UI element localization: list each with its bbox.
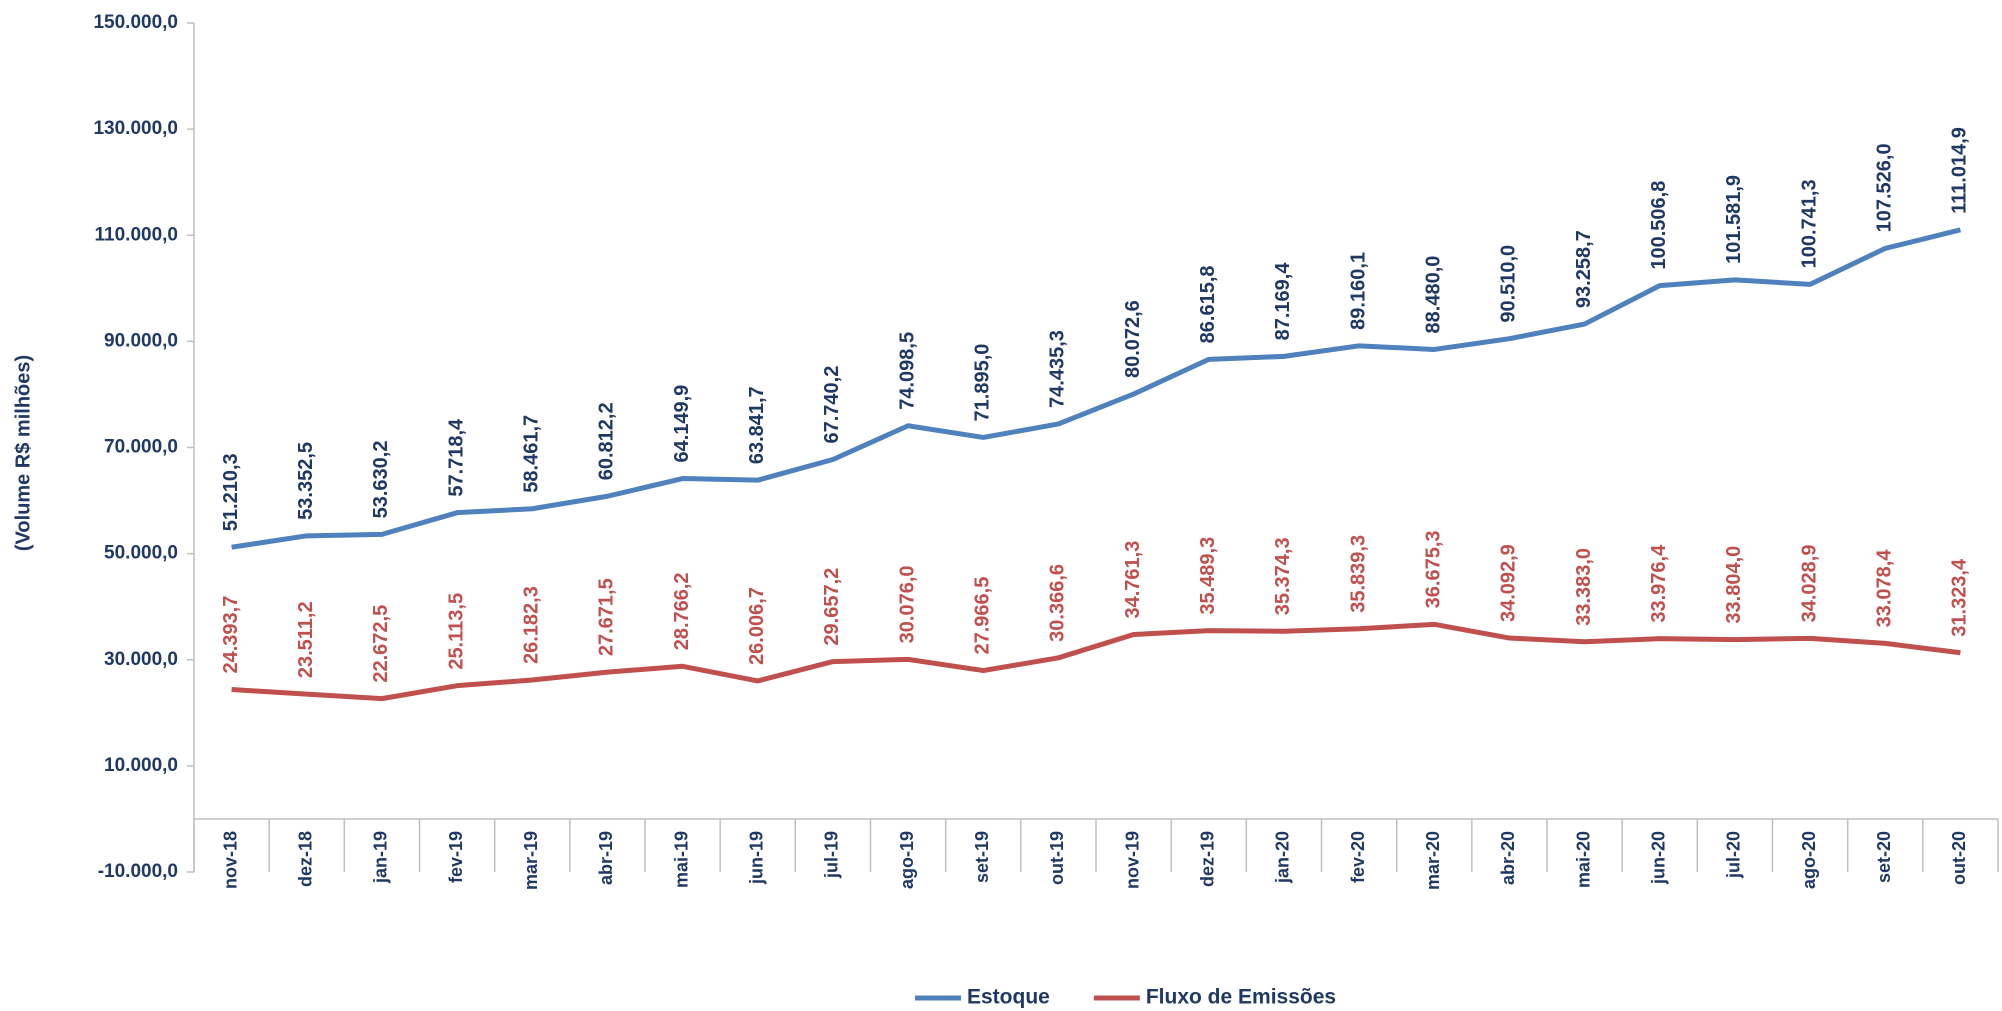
data-label: 86.615,8 [1197, 265, 1219, 343]
series-line [231, 621, 1961, 702]
data-label: 34.092,9 [1498, 544, 1520, 622]
x-tick-label: nov-18 [220, 831, 240, 889]
data-label: 67.740,2 [821, 366, 843, 444]
data-label: 29.657,2 [821, 568, 843, 646]
x-tick-label: jul-19 [822, 831, 842, 879]
y-tick-label: 110.000,0 [95, 224, 178, 245]
data-label: 25.113,5 [445, 593, 467, 670]
data-label: 26.182,3 [521, 586, 543, 664]
data-label: 90.510,0 [1498, 245, 1520, 323]
x-tick-label: out-20 [1949, 831, 1969, 885]
data-label: 26.006,7 [746, 587, 768, 665]
x-tick-label: abr-20 [1498, 831, 1518, 885]
data-label: 100.741,3 [1798, 179, 1820, 268]
x-tick-label: nov-19 [1122, 831, 1142, 889]
data-label: 28.766,2 [671, 572, 693, 650]
data-label: 27.671,5 [596, 578, 618, 656]
y-tick-label: 150.000,0 [93, 12, 178, 33]
y-tick-label: 10.000,0 [104, 755, 178, 776]
x-tick-label: jul-20 [1724, 831, 1744, 879]
data-label: 33.383,0 [1573, 548, 1595, 626]
data-label: 24.393,7 [220, 596, 242, 674]
data-label: 107.526,0 [1874, 143, 1896, 232]
data-label: 57.718,4 [445, 418, 467, 497]
x-tick-label: abr-19 [596, 831, 616, 885]
x-tick-label: mar-20 [1423, 831, 1443, 890]
y-axis-title: (Volume R$ milhões) [12, 355, 34, 551]
x-tick-label: ago-19 [897, 831, 917, 889]
data-label: 53.630,2 [370, 441, 392, 519]
data-label: 36.675,3 [1423, 530, 1445, 608]
data-label: 111.014,9 [1949, 127, 1971, 214]
x-tick-label: dez-18 [296, 831, 316, 887]
data-label: 51.210,3 [220, 453, 242, 531]
data-label: 33.976,4 [1648, 544, 1670, 623]
x-tick-label: jun-19 [747, 831, 767, 885]
legend-label: Estoque [967, 986, 1050, 1009]
data-label: 33.804,0 [1723, 546, 1745, 624]
data-label: 34.028,9 [1798, 545, 1820, 623]
data-label: 87.169,4 [1272, 262, 1294, 341]
y-tick-label: 30.000,0 [104, 649, 178, 670]
x-tick-label: jan-19 [371, 831, 391, 884]
data-label: 34.761,3 [1122, 541, 1144, 619]
y-tick-label: -10.000,0 [98, 861, 178, 882]
data-label: 89.160,1 [1347, 252, 1369, 330]
data-label: 63.841,7 [746, 386, 768, 464]
y-tick-label: 70.000,0 [104, 437, 178, 458]
data-label: 101.581,9 [1723, 175, 1745, 264]
series-line [231, 227, 1962, 550]
data-label: 22.672,5 [370, 605, 392, 683]
data-label: 58.461,7 [521, 415, 543, 493]
x-tick-label: dez-19 [1198, 831, 1218, 887]
data-label: 71.895,0 [972, 344, 994, 422]
x-tick-label: set-20 [1874, 831, 1894, 883]
data-label: 53.352,5 [295, 442, 317, 520]
data-label: 74.098,5 [896, 332, 918, 410]
x-tick-label: jan-20 [1273, 831, 1293, 884]
data-label: 74.435,3 [1047, 330, 1069, 408]
data-label: 27.966,5 [972, 577, 994, 655]
data-label: 23.511,2 [295, 601, 317, 678]
data-label: 80.072,6 [1122, 300, 1144, 378]
data-label: 33.078,4 [1874, 549, 1896, 628]
x-tick-label: mar-19 [521, 831, 541, 890]
data-label: 35.374,3 [1272, 537, 1294, 615]
x-tick-label: jun-20 [1649, 831, 1669, 885]
data-label: 64.149,9 [671, 385, 693, 463]
x-tick-label: fev-20 [1348, 831, 1368, 883]
legend-label: Fluxo de Emissões [1146, 986, 1336, 1009]
data-label: 31.323,4 [1949, 558, 1971, 637]
x-tick-label: set-19 [972, 831, 992, 883]
data-label: 30.366,6 [1047, 564, 1069, 642]
data-label: 30.076,0 [896, 565, 918, 643]
y-tick-label: 90.000,0 [104, 330, 178, 351]
data-label: 35.489,3 [1197, 537, 1219, 615]
x-tick-label: ago-20 [1799, 831, 1819, 889]
data-label: 93.258,7 [1573, 230, 1595, 308]
x-tick-label: mai-19 [671, 831, 691, 888]
data-label: 100.506,8 [1648, 181, 1670, 270]
x-tick-label: mai-20 [1573, 831, 1593, 888]
x-tick-label: fev-19 [446, 831, 466, 883]
y-tick-label: 130.000,0 [93, 118, 178, 139]
data-label: 60.812,2 [596, 402, 618, 480]
y-tick-label: 50.000,0 [104, 543, 178, 564]
x-tick-label: out-19 [1047, 831, 1067, 885]
data-label: 35.839,3 [1347, 535, 1369, 613]
data-label: 88.480,0 [1423, 256, 1445, 334]
